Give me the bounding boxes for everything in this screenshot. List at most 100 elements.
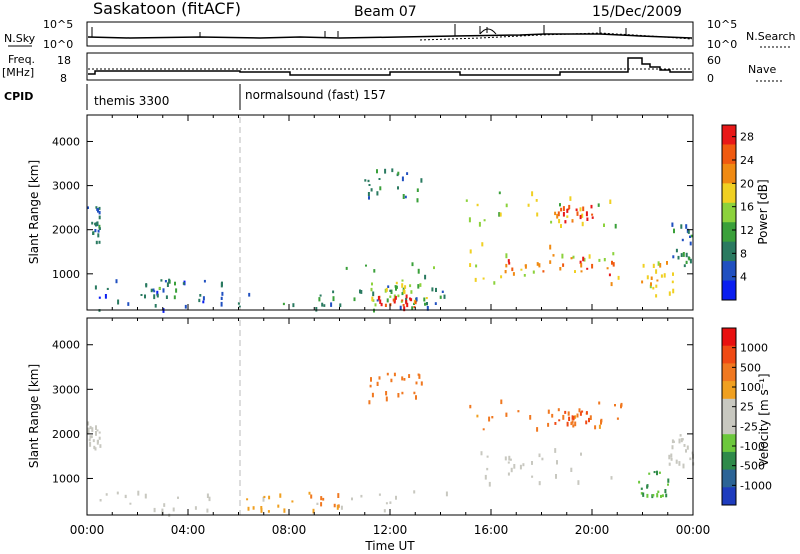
velocity-cell <box>664 489 667 494</box>
velocity-cell <box>668 462 671 466</box>
velocity-cell <box>566 421 569 427</box>
power-cell <box>570 257 573 260</box>
power-cell <box>424 302 426 306</box>
power-cell <box>685 252 688 258</box>
velocity-cell <box>620 404 622 409</box>
power-cell <box>580 270 583 273</box>
velocity-cell <box>646 493 649 498</box>
velocity-cell <box>260 506 263 510</box>
power-cell <box>416 198 419 203</box>
velocity-cell <box>96 439 99 445</box>
power-cell <box>468 217 471 223</box>
velocity-cell <box>469 404 472 409</box>
velocity-cell <box>661 494 664 498</box>
power-cell <box>434 302 437 305</box>
power-cell <box>549 244 552 250</box>
power-cell <box>403 289 406 294</box>
power-cell <box>559 203 561 207</box>
power-cell <box>203 279 206 283</box>
power-cell <box>538 263 541 268</box>
power-cell <box>549 260 552 264</box>
velocity-cell <box>574 415 577 419</box>
velocity-colorbar-swatch <box>722 398 736 417</box>
power-cell <box>660 274 663 278</box>
velocity-colorbar-swatch <box>722 363 736 382</box>
velocity-cell <box>322 497 325 501</box>
velocity-cell <box>660 494 662 498</box>
power-cell <box>419 283 422 287</box>
power-cell <box>153 290 156 293</box>
power-cell <box>406 302 409 308</box>
velocity-cell <box>336 504 339 510</box>
power-cell <box>646 275 649 280</box>
power-cell <box>401 283 404 288</box>
time-axis: 00:00 04:00 08:00 12:00 16:00 20:00 00:00 <box>70 523 711 537</box>
velocity-colorbar-swatch <box>722 451 736 471</box>
power-cell <box>164 280 167 283</box>
power-cell <box>591 213 594 216</box>
velocity-cell <box>163 503 166 507</box>
power-cell <box>417 284 420 289</box>
velocity-cell <box>678 438 681 444</box>
power-cell <box>339 303 342 308</box>
velocity-cell <box>247 506 250 511</box>
velocity-colorbar-swatch <box>722 434 736 453</box>
velocity-cell <box>581 410 584 413</box>
nsearch-label: N.Search <box>746 30 796 43</box>
power-ytick-label: 2000 <box>52 224 80 237</box>
velocity-cell <box>568 416 571 421</box>
power-cell <box>671 280 674 284</box>
power-cell <box>94 285 97 290</box>
power-cell <box>156 293 159 298</box>
power-cell <box>400 300 403 303</box>
power-cell <box>94 229 97 233</box>
velocity-cell <box>598 424 601 429</box>
velocity-colorbar-tick: 1000 <box>740 342 768 355</box>
velocity-cell <box>390 378 393 383</box>
power-cell <box>425 297 428 300</box>
velocity-colorbar: 1000 500 100 25 -25 -100 -500 -1000 <box>721 327 772 506</box>
power-cell <box>465 199 468 202</box>
velocity-cell <box>679 434 682 437</box>
velocity-cell <box>675 459 678 464</box>
velocity-cell <box>137 490 140 496</box>
power-cell <box>682 252 685 257</box>
power-cell <box>656 279 659 282</box>
power-cell <box>410 290 413 294</box>
velocity-colorbar-swatch <box>722 416 736 435</box>
nave-tick-low: 0 <box>707 72 714 85</box>
power-cell <box>469 249 472 254</box>
velocity-cell <box>116 491 119 495</box>
velocity-cell <box>670 453 673 458</box>
power-cell <box>571 219 574 222</box>
power-cell <box>689 258 692 264</box>
power-cell <box>376 169 378 174</box>
velocity-colorbar-tick: -1000 <box>740 479 772 492</box>
power-cell <box>323 304 326 307</box>
power-cell <box>689 235 691 238</box>
velocity-cell <box>571 420 574 424</box>
velocity-cell <box>378 376 381 380</box>
power-cell <box>475 264 478 268</box>
velocity-cell <box>92 439 95 443</box>
velocity-cell <box>95 425 97 430</box>
velocity-cell <box>369 384 372 388</box>
power-cell <box>220 301 223 307</box>
velocity-cell <box>413 490 416 494</box>
power-cell <box>384 168 387 174</box>
velocity-cell <box>89 425 92 430</box>
power-cell <box>98 296 101 299</box>
power-cell <box>154 304 157 308</box>
power-cell <box>115 279 118 284</box>
velocity-cell <box>513 464 516 469</box>
power-cell <box>405 294 408 299</box>
nsky-label: N.Sky <box>4 32 36 45</box>
velocity-cell <box>177 496 179 499</box>
power-cell <box>498 212 501 217</box>
power-cell <box>652 286 655 290</box>
power-cell <box>97 233 100 238</box>
power-cell <box>202 296 205 301</box>
power-cell <box>420 178 423 183</box>
velocity-cell <box>194 506 197 510</box>
power-cell <box>535 199 538 202</box>
